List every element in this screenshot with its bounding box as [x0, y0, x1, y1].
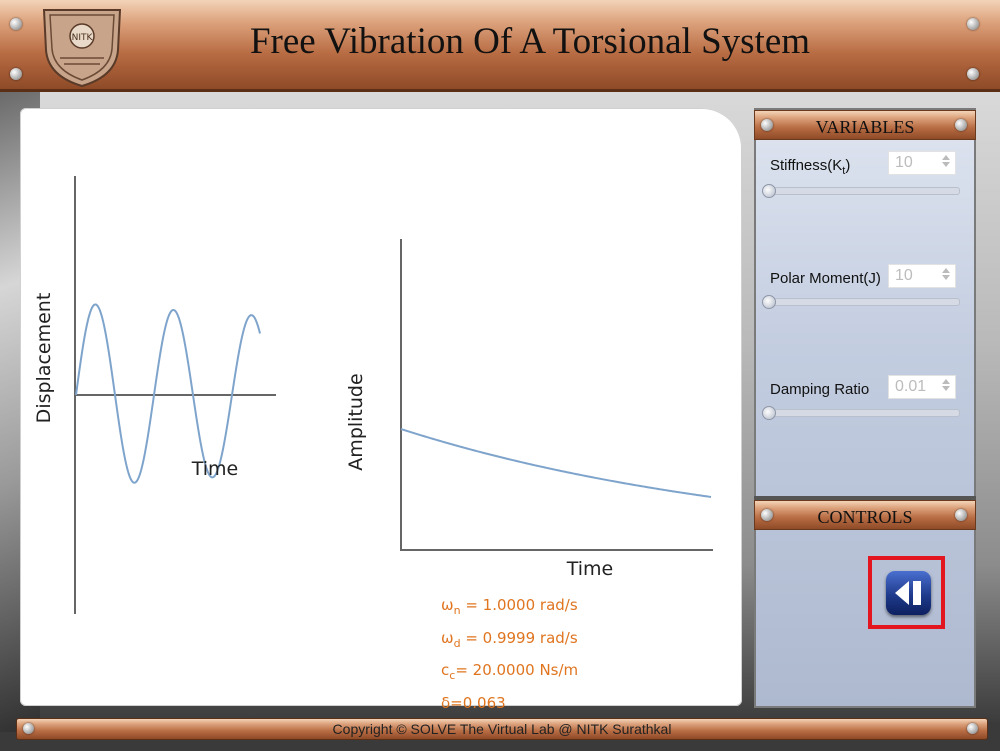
rivet-icon	[967, 68, 979, 80]
slider-handle[interactable]	[762, 295, 776, 309]
nitk-logo: NITK	[36, 6, 128, 88]
displacement-ylabel: Displacement	[33, 293, 55, 424]
variables-heading: VARIABLES	[815, 117, 915, 137]
controls-header: CONTROLS	[754, 500, 976, 530]
simulation-area	[20, 108, 742, 706]
amplitude-curve	[400, 428, 712, 498]
damping-ratio-input[interactable]: 0.01	[888, 375, 956, 399]
log-decrement-readout: δ=0.063	[441, 693, 506, 712]
stiffness-label: Stiffness(Kt)	[770, 157, 851, 177]
critical-damping-readout: cc= 20.0000 Ns/m	[441, 661, 579, 682]
polar-moment-slider[interactable]	[762, 295, 960, 309]
slider-handle[interactable]	[762, 184, 776, 198]
rivet-icon	[955, 119, 967, 131]
side-panel	[754, 108, 976, 708]
spinner-arrows-icon[interactable]	[939, 266, 953, 286]
copyright-text: Copyright © SOLVE The Virtual Lab @ NITK…	[332, 721, 672, 737]
results-panel: ωn = 1.0000 rad/s ωd = 0.9999 rad/s cc= …	[441, 592, 578, 717]
damping-ratio-slider[interactable]	[762, 406, 960, 420]
spinner-arrows-icon[interactable]	[939, 153, 953, 173]
displacement-plot: Displacement Time	[33, 176, 276, 614]
reverse-play-icon	[895, 581, 921, 605]
play-pause-button[interactable]	[886, 571, 931, 615]
displacement-xlabel: Time	[191, 458, 239, 480]
play-button-highlight	[868, 556, 945, 629]
panel-divider	[754, 496, 976, 500]
rivet-icon	[955, 509, 967, 521]
polar-moment-label: Polar Moment(J)	[770, 270, 881, 287]
rivet-icon	[761, 119, 773, 131]
rivet-icon	[967, 723, 978, 734]
variables-header: VARIABLES	[754, 110, 976, 140]
spinner-arrows-icon[interactable]	[939, 377, 953, 397]
rivet-icon	[10, 68, 22, 80]
logo-text: NITK	[72, 33, 94, 43]
rivet-icon	[967, 18, 979, 30]
footer-bar: Copyright © SOLVE The Virtual Lab @ NITK…	[16, 718, 988, 740]
header-bar: NITK Free Vibration Of A Torsional Syste…	[0, 0, 1000, 92]
rivet-icon	[761, 509, 773, 521]
rivet-icon	[23, 723, 34, 734]
natural-frequency-readout: ωn = 1.0000 rad/s	[441, 596, 578, 617]
polar-moment-input[interactable]: 10	[888, 264, 956, 288]
page-title: Free Vibration Of A Torsional System	[249, 21, 811, 62]
rivet-icon	[10, 18, 22, 30]
stiffness-input[interactable]: 10	[888, 151, 956, 175]
damping-ratio-label: Damping Ratio	[770, 381, 870, 398]
displacement-curve	[75, 303, 261, 484]
damped-frequency-readout: ωd = 0.9999 rad/s	[441, 628, 578, 650]
controls-heading: CONTROLS	[817, 507, 913, 527]
amplitude-xlabel: Time	[566, 558, 614, 580]
amplitude-plot: Amplitude Time	[345, 239, 713, 580]
stiffness-slider[interactable]	[762, 184, 960, 198]
amplitude-ylabel: Amplitude	[345, 373, 367, 470]
slider-handle[interactable]	[762, 406, 776, 420]
